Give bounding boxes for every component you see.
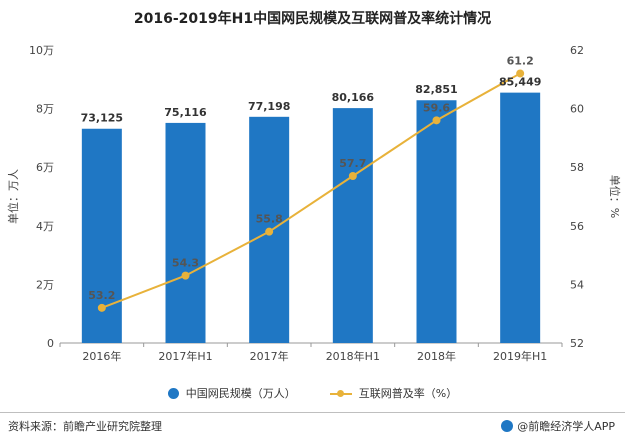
bar-value-label: 82,851 — [415, 83, 457, 96]
line-point — [348, 171, 357, 180]
bar — [500, 92, 541, 343]
line-value-label: 59.6 — [423, 101, 450, 114]
line-value-label: 57.7 — [339, 157, 366, 170]
line-point — [432, 116, 441, 125]
y2-tick-label: 62 — [570, 44, 584, 57]
line-point — [265, 227, 274, 236]
y-tick-label: 10万 — [29, 44, 54, 57]
y2-tick-label: 54 — [570, 278, 584, 291]
axes: 0 2万 4万 6万 8万 10万 52 54 56 58 60 62 2016年 2017年H1 2017… — [6, 44, 622, 363]
chart-title: 2016-2019年H1中国网民规模及互联网普及率统计情况 — [133, 11, 492, 27]
footer-source: 资料来源：前瞻产业研究院整理 — [8, 420, 162, 433]
x-tick-label: 2016年 — [82, 349, 121, 363]
line-series — [97, 69, 525, 312]
bar — [332, 108, 373, 343]
bar — [416, 100, 457, 343]
bar-value-label: 75,116 — [164, 106, 207, 119]
y-tick-label: 6万 — [36, 161, 54, 174]
y-tick-label: 2万 — [36, 278, 54, 291]
footer-divider — [0, 412, 625, 413]
y2-tick-label: 58 — [570, 161, 584, 174]
bar-value-label: 85,449 — [499, 76, 541, 89]
legend-item-line[interactable]: 互联网普及率（%） — [329, 385, 458, 401]
footer-brand-text: @前瞻经济学人APP — [517, 420, 615, 433]
y-tick-label: 4万 — [36, 220, 54, 233]
x-tick-label: 2018年 — [417, 349, 456, 363]
line-value-label: 55.8 — [256, 213, 283, 226]
x-tick-label: 2017年H1 — [158, 349, 212, 363]
x-tick-label: 2018年H1 — [326, 349, 380, 363]
legend: 中国网民规模（万人） 互联网普及率（%） — [0, 385, 625, 401]
brand-logo-icon — [501, 420, 514, 432]
bar-value-label: 77,198 — [248, 100, 290, 113]
y-tick-label: 0 — [47, 337, 54, 350]
series-line — [101, 72, 521, 309]
y2-tick-label: 56 — [570, 220, 584, 233]
line-value-label: 54.3 — [172, 257, 199, 270]
legend-bar-label: 中国网民规模（万人） — [185, 387, 296, 400]
y2-tick-label: 52 — [570, 337, 584, 350]
line-value-label: 61.2 — [507, 54, 534, 67]
data-labels: 73,125 75,116 77,198 80,166 82,851 85,449 53.2… — [81, 54, 542, 301]
legend-bar-swatch — [167, 387, 179, 399]
y-tick-label: 8万 — [36, 103, 54, 116]
x-tick-label: 2019年H1 — [493, 349, 547, 363]
legend-item-bar[interactable]: 中国网民规模（万人） — [167, 385, 296, 401]
x-tick-label: 2017年 — [250, 349, 289, 363]
y2-axis-title: 单位：% — [608, 175, 622, 218]
bars — [81, 92, 541, 343]
legend-line-swatch — [329, 388, 352, 399]
line-point — [181, 271, 190, 280]
line-point — [97, 303, 106, 312]
bar-value-label: 73,125 — [81, 112, 123, 125]
line-value-label: 53.2 — [88, 289, 115, 302]
bar-value-label: 80,166 — [332, 91, 375, 104]
line-point — [516, 69, 525, 78]
footer-brand: @前瞻经济学人APP — [501, 418, 615, 434]
y-axis-title: 单位：万人 — [6, 169, 20, 224]
legend-line-label: 互联网普及率（%） — [358, 387, 458, 400]
bar — [165, 122, 206, 343]
y2-tick-label: 60 — [570, 103, 584, 116]
